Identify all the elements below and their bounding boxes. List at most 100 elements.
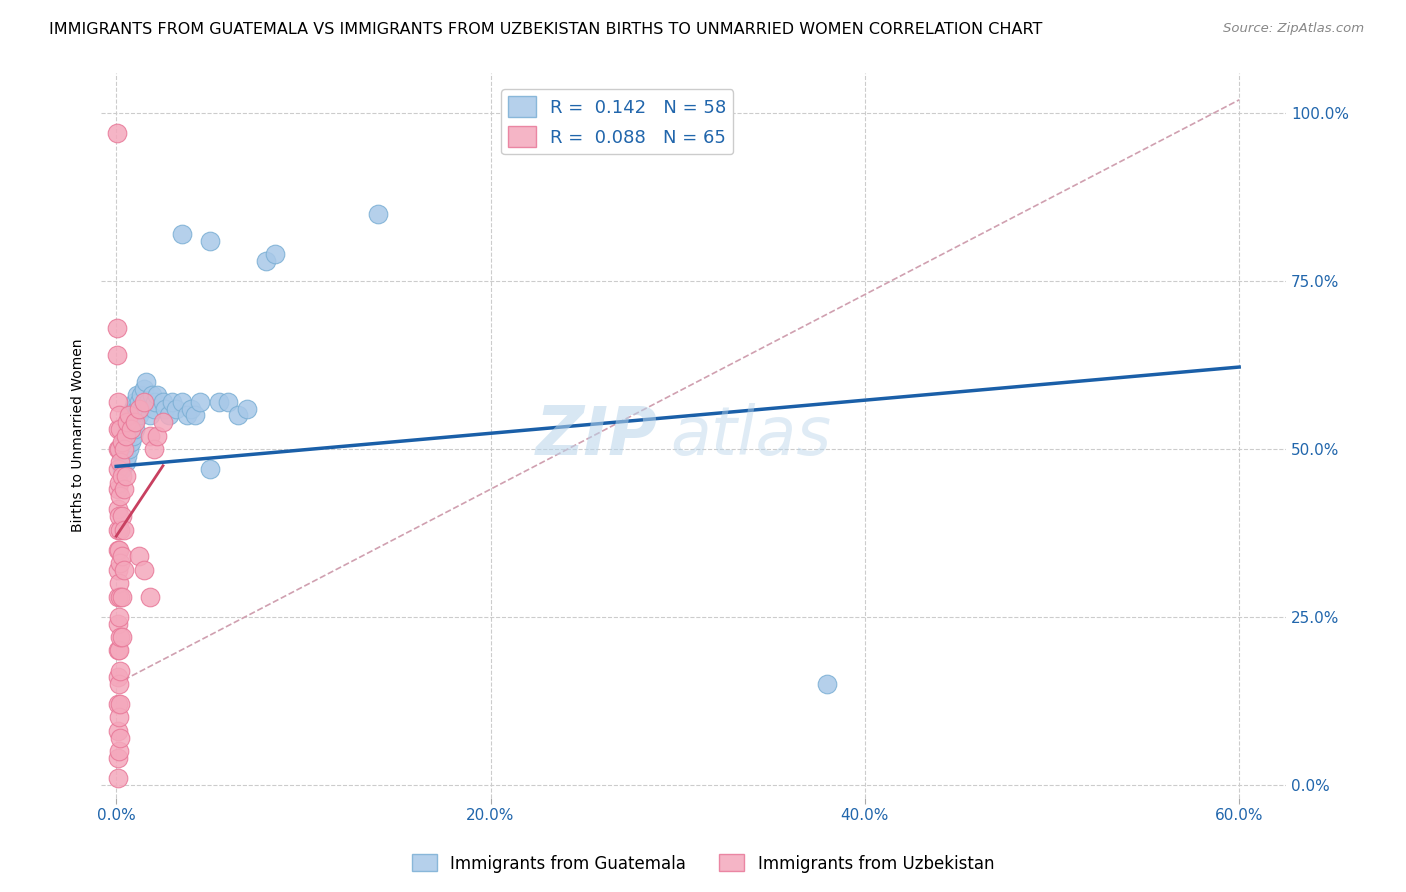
Point [170,227,193,241]
Point [122,428,145,442]
Point [134,563,156,577]
Point [111,462,134,476]
Point [129,388,152,402]
Point [135,375,157,389]
Point [146,428,169,442]
Point [108,697,131,711]
Point [170,395,193,409]
Point [107,723,129,738]
Point [111,549,134,564]
Point [142,442,165,456]
Point [111,509,134,524]
Point [112,563,135,577]
Point [114,428,136,442]
Point [128,409,150,423]
Point [236,401,259,416]
Point [134,382,156,396]
Point [157,409,180,423]
Point [107,563,129,577]
Point [176,409,198,423]
Point [108,710,131,724]
Point [112,523,135,537]
Point [114,442,136,456]
Point [107,542,129,557]
Point [162,395,184,409]
Point [198,462,221,476]
Point [117,449,139,463]
Point [190,395,212,409]
Point [117,415,139,429]
Point [107,670,129,684]
Point [118,409,141,423]
Point [107,395,129,409]
Point [128,395,150,409]
Point [124,409,146,423]
Point [152,395,174,409]
Point [111,449,134,463]
Point [108,630,131,644]
Point [165,401,187,416]
Point [184,409,207,423]
Point [107,751,129,765]
Point [254,254,277,268]
Point [108,556,131,570]
Point [141,388,163,402]
Point [128,401,150,416]
Point [120,422,142,436]
Point [198,234,221,248]
Point [107,523,129,537]
Point [146,388,169,402]
Point [131,401,153,416]
Text: IMMIGRANTS FROM GUATEMALA VS IMMIGRANTS FROM UZBEKISTAN BIRTHS TO UNMARRIED WOME: IMMIGRANTS FROM GUATEMALA VS IMMIGRANTS … [49,22,1043,37]
Point [108,609,131,624]
Point [108,677,131,691]
Legend: Immigrants from Guatemala, Immigrants from Uzbekistan: Immigrants from Guatemala, Immigrants fr… [405,847,1001,880]
Point [107,590,129,604]
Point [107,422,129,436]
Point [264,247,287,261]
Point [114,455,136,469]
Point [208,395,231,409]
Point [112,449,135,463]
Point [118,442,141,456]
Point [118,428,141,442]
Point [108,489,131,503]
Text: atlas: atlas [669,402,831,468]
Point [117,435,139,450]
Point [108,664,131,678]
Point [107,616,129,631]
Point [108,455,131,469]
Point [139,409,162,423]
Point [117,422,139,436]
Point [122,401,145,416]
Point [105,127,128,141]
Text: Source: ZipAtlas.com: Source: ZipAtlas.com [1223,22,1364,36]
Point [125,401,148,416]
Point [107,643,129,657]
Point [111,435,134,450]
Point [120,409,142,423]
Point [145,395,167,409]
Point [124,415,146,429]
Point [142,401,165,416]
Point [107,462,129,476]
Point [128,549,150,564]
Point [108,590,131,604]
Point [120,435,142,450]
Point [120,422,142,436]
Point [139,590,162,604]
Point [114,428,136,442]
Point [124,395,146,409]
Point [112,442,135,456]
Point [152,415,174,429]
Point [108,576,131,591]
Point [815,677,838,691]
Y-axis label: Births to Unmarried Women: Births to Unmarried Women [72,339,86,533]
Point [108,509,131,524]
Point [367,207,389,221]
Point [108,442,131,456]
Point [108,475,131,490]
Point [118,415,141,429]
Point [107,697,129,711]
Point [105,348,128,362]
